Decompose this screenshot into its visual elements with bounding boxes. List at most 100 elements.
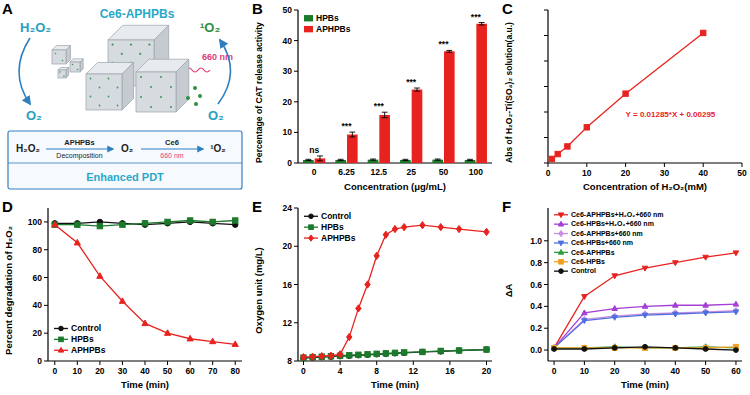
- annotation: ns: [309, 145, 319, 155]
- marker: [703, 311, 709, 316]
- scheme-arrow: [141, 148, 203, 149]
- x-tick: [675, 361, 676, 365]
- arrow: [19, 38, 30, 104]
- error-cap: [338, 159, 344, 160]
- error-cap: [382, 117, 388, 118]
- y-tick-label: 40: [283, 36, 293, 46]
- y-tick: [294, 40, 298, 41]
- marker: [392, 351, 397, 356]
- x-tick-label: 20: [621, 168, 631, 178]
- cube-dot: [62, 60, 64, 62]
- cube-dot: [77, 69, 79, 71]
- species: O₂: [208, 108, 224, 123]
- error-bar: [370, 159, 376, 160]
- cube-dot: [111, 43, 113, 45]
- scheme-box: [8, 131, 242, 189]
- error-cap: [435, 160, 441, 161]
- marker: [703, 302, 709, 307]
- x-tick-label: 0: [552, 366, 557, 376]
- x-axis-label: Concentration (μg/mL): [344, 181, 446, 192]
- bar: [335, 160, 346, 163]
- bar: [303, 160, 314, 163]
- background: [0, 0, 750, 395]
- legend-marker: [558, 249, 563, 254]
- legend-entry: Ce6-APHPBs: [554, 249, 615, 256]
- series-line: [554, 253, 736, 348]
- x-tick-label: 80: [230, 366, 240, 376]
- marker: [612, 345, 617, 350]
- legend-entry: Ce6-HPBs+660 nm: [554, 239, 633, 246]
- y-tick: [544, 284, 548, 285]
- legend-label: Control: [321, 211, 351, 221]
- marker: [374, 352, 379, 357]
- y-tick-label: 50: [283, 5, 293, 15]
- species: ¹O₂: [200, 20, 220, 35]
- marker: [420, 349, 425, 354]
- x-axis-label: Time (min): [371, 379, 419, 390]
- x-tick: [376, 361, 377, 365]
- scheme-step: ¹O₂: [210, 143, 226, 154]
- y-tick: [44, 305, 48, 306]
- series-line: [554, 304, 736, 348]
- x-tick: [586, 163, 587, 167]
- legend-entry: APHPBs: [304, 24, 351, 34]
- y-tick: [544, 137, 548, 138]
- dot: [193, 86, 197, 90]
- error-cap: [467, 159, 473, 160]
- arrow: [218, 40, 231, 104]
- x-tick-label: 6.25: [338, 167, 355, 177]
- error-cap: [446, 52, 452, 53]
- legend-marker: [59, 326, 64, 331]
- y-tick-label: 30: [283, 66, 293, 76]
- x-tick-label: 20: [95, 366, 105, 376]
- marker: [328, 352, 333, 359]
- y-tick: [294, 71, 298, 72]
- legend-marker: [558, 241, 563, 246]
- legend-entry: Ce6-HPBs: [554, 258, 605, 265]
- x-tick: [584, 361, 585, 365]
- y-tick: [544, 86, 548, 87]
- legend: ControlHPBsAPHPBs: [54, 323, 106, 355]
- marker: [356, 305, 361, 312]
- y-tick-label: 0: [287, 158, 292, 168]
- marker: [456, 225, 461, 232]
- x-axis: [548, 162, 742, 163]
- legend-entry: Control: [554, 267, 596, 274]
- marker: [392, 350, 397, 355]
- y-tick-label: 24: [283, 203, 293, 213]
- y-tick-label: 0.0: [530, 345, 542, 355]
- bar: [379, 115, 390, 163]
- marker: [582, 347, 587, 352]
- legend-label: HPBs: [321, 222, 344, 232]
- marker: [347, 333, 352, 340]
- divider: [8, 163, 242, 164]
- marker: [612, 315, 618, 320]
- marker: [347, 353, 352, 358]
- y-tick-label: 0: [37, 356, 42, 366]
- cube-dot: [99, 105, 101, 107]
- species: H₂O₂: [20, 20, 51, 35]
- error-cap: [479, 22, 485, 23]
- y-tick: [44, 221, 48, 222]
- marker: [673, 261, 679, 266]
- cube-side: [80, 59, 83, 72]
- x-tick: [190, 361, 191, 365]
- bar: [432, 160, 443, 163]
- y-tick: [44, 277, 48, 278]
- x-tick-label: 4: [338, 366, 343, 376]
- series-line: [303, 225, 486, 357]
- y-tick: [544, 163, 548, 164]
- marker: [552, 347, 557, 352]
- scheme-arrow: [46, 148, 113, 149]
- marker: [365, 281, 370, 288]
- y-tick-label: 20: [283, 97, 293, 107]
- marker: [623, 91, 628, 96]
- marker: [187, 335, 193, 341]
- chart: 01020304050Concentration of H₂O₂(mM)Abs …: [504, 10, 747, 192]
- marker: [673, 312, 679, 317]
- legend-label: Ce6-APHPBs: [571, 249, 615, 256]
- bar: [347, 135, 358, 163]
- x-tick-label: 20: [482, 366, 492, 376]
- y-tick-label: 0.4: [530, 301, 542, 311]
- marker: [97, 273, 103, 279]
